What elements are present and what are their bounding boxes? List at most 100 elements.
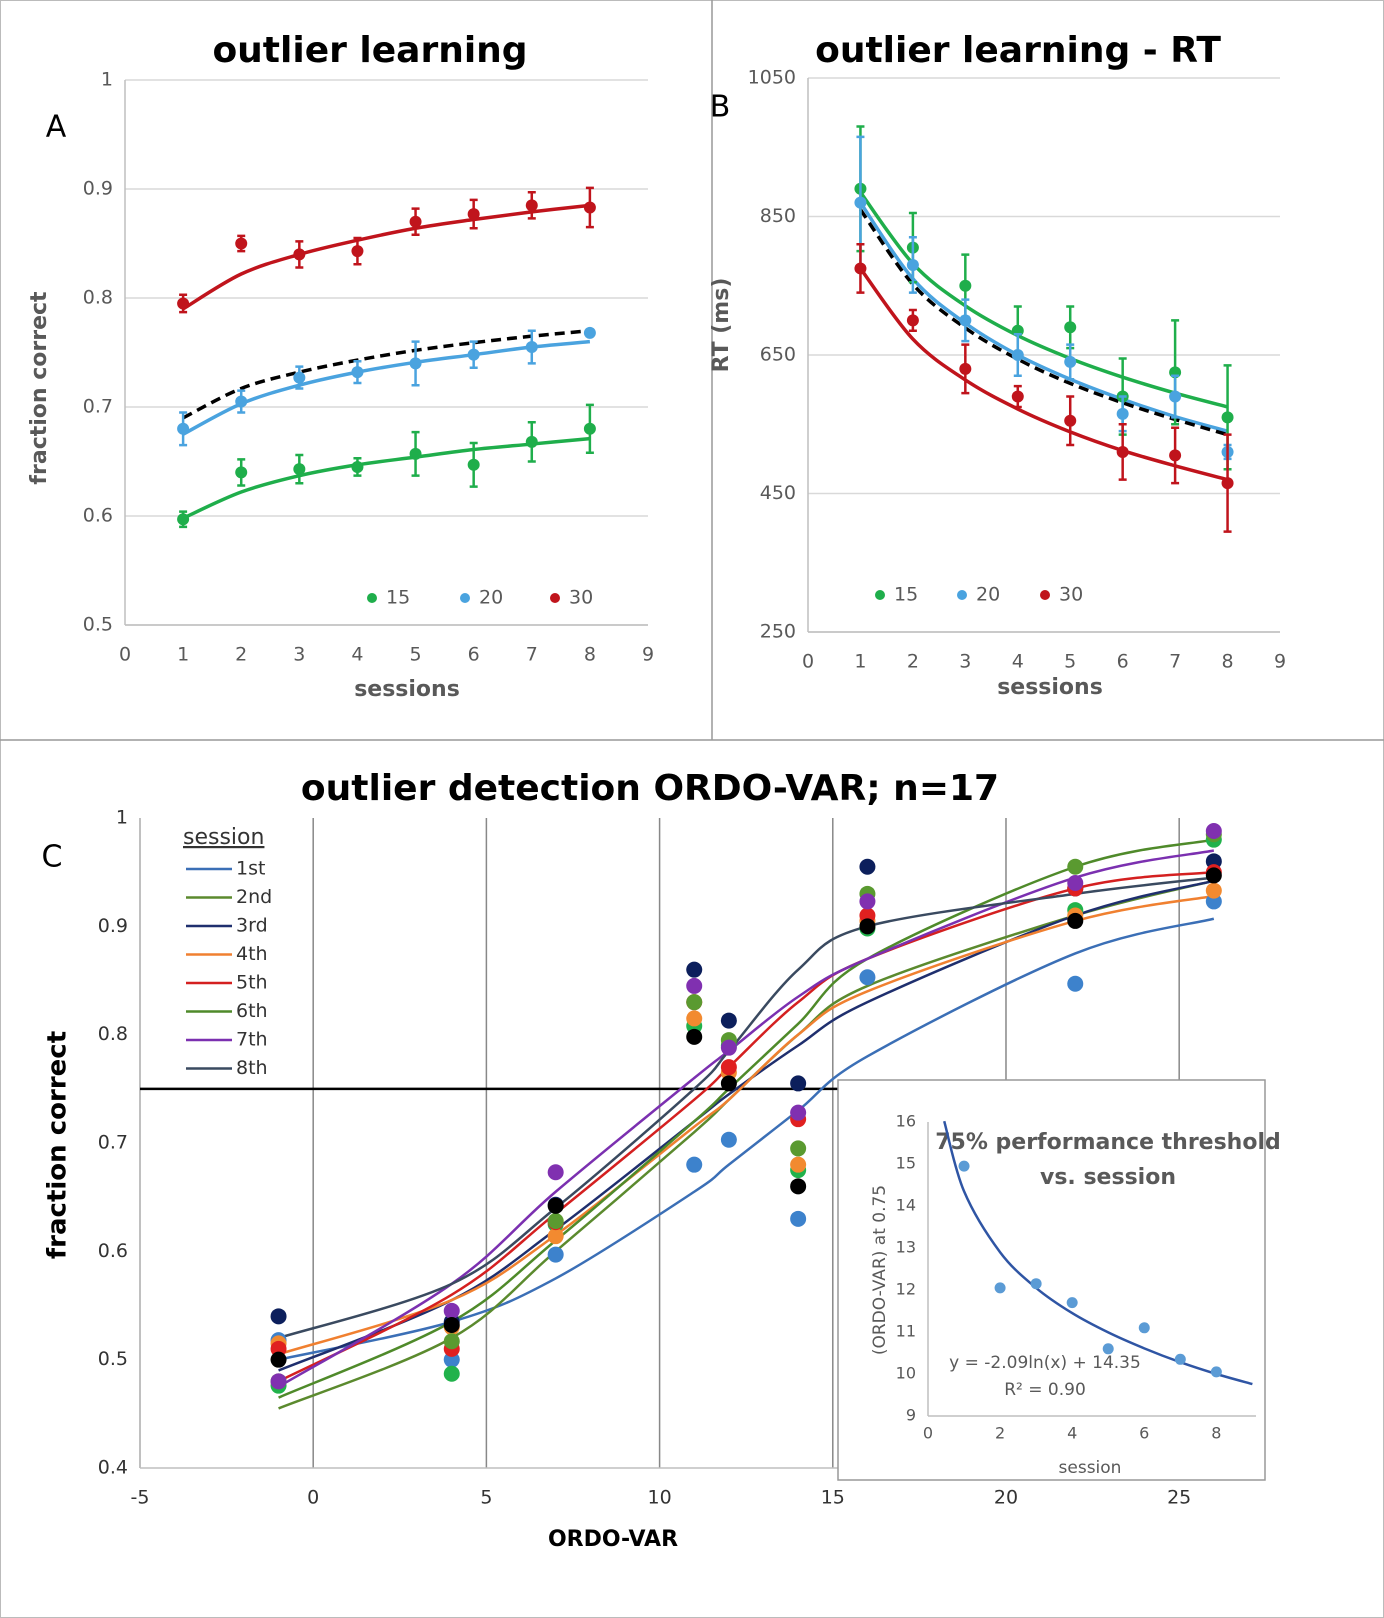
annotation: R² = 0.90 [1004, 1380, 1086, 1400]
data-point [790, 1210, 807, 1227]
data-point [1138, 1322, 1150, 1334]
y-tick-label: 0.8 [83, 287, 113, 309]
y-tick-label: 0.5 [83, 614, 113, 636]
data-point [994, 1282, 1006, 1294]
data-point [686, 961, 703, 978]
legend-label: 7th [236, 1029, 268, 1051]
data-point [1030, 1278, 1042, 1290]
chart-title: outlier learning [212, 30, 527, 71]
x-tick-label: 2 [907, 651, 919, 673]
inset-title: vs. session [1040, 1165, 1176, 1190]
data-point [351, 366, 364, 379]
data-point [958, 1160, 970, 1172]
fit-line [277, 849, 1215, 1388]
data-point [177, 297, 190, 310]
data-point [1205, 882, 1222, 899]
x-tick-label: 9 [642, 644, 654, 666]
data-point [1064, 414, 1077, 427]
x-tick-label: 8 [584, 644, 596, 666]
y-tick-label: 1 [101, 69, 113, 91]
data-point [906, 258, 919, 271]
data-point [790, 1156, 807, 1173]
data-point [1067, 875, 1084, 891]
data-point [443, 1365, 460, 1382]
x-tick-label: 0 [802, 651, 814, 673]
y-tick-label: 0.7 [98, 1132, 128, 1154]
data-point [720, 1075, 737, 1092]
legend-label: 4th [236, 943, 268, 965]
panel-label: B [710, 90, 731, 125]
legend-label: 1st [236, 858, 265, 880]
data-point [1066, 1297, 1078, 1309]
x-tick-label: 3 [293, 644, 305, 666]
panel-label: A [46, 110, 67, 145]
data-point [1221, 477, 1234, 490]
inset-title: 75% performance threshold [935, 1130, 1281, 1155]
data-point [177, 513, 190, 526]
data-point [293, 248, 306, 261]
data-point [959, 314, 972, 327]
x-tick-label: 15 [821, 1487, 845, 1509]
fit-line [278, 879, 1215, 1372]
x-tick-label: 5 [480, 1487, 492, 1509]
x-tick-label: -5 [131, 1487, 150, 1509]
x-tick-label: 4 [351, 644, 363, 666]
data-point [1064, 355, 1077, 368]
x-axis-label: ORDO-VAR [548, 1527, 678, 1552]
inset-box [837, 1079, 1266, 1481]
x-axis-label: session [1059, 1458, 1122, 1478]
x-tick-label: 4 [1012, 651, 1024, 673]
data-point [235, 466, 248, 479]
data-point [859, 858, 876, 875]
x-tick-label: 0 [119, 644, 131, 666]
chart-title: outlier detection ORDO-VAR; n=17 [301, 768, 999, 809]
data-point [270, 1308, 287, 1325]
x-tick-label: 2 [235, 644, 247, 666]
data-point [235, 395, 248, 408]
data-point [525, 435, 538, 448]
data-point [859, 918, 876, 935]
y-tick-label: 1 [116, 807, 128, 829]
legend-marker [875, 590, 885, 600]
legend-marker [1040, 590, 1050, 600]
x-tick-label: 8 [1222, 651, 1234, 673]
legend-label: 5th [236, 972, 268, 994]
legend-label: 8th [236, 1057, 268, 1079]
x-tick-label: 6 [1117, 651, 1129, 673]
data-point [859, 969, 876, 986]
data-point [1210, 1366, 1222, 1378]
data-point [959, 362, 972, 375]
data-point [854, 196, 867, 209]
x-tick-label: 1 [177, 644, 189, 666]
legend-label: 6th [236, 1000, 268, 1022]
data-point [859, 893, 876, 910]
legend-marker [460, 593, 470, 603]
y-tick-label: 0.6 [98, 1240, 128, 1262]
data-point [1011, 349, 1024, 361]
legend-label: 15 [386, 587, 410, 609]
data-point [351, 245, 364, 258]
data-point [1067, 858, 1084, 875]
y-tick-label: 850 [760, 205, 796, 227]
data-point [790, 1140, 807, 1157]
data-point [686, 977, 703, 994]
data-point [547, 1228, 564, 1245]
data-point [686, 1010, 703, 1027]
data-point [443, 1333, 460, 1350]
y-tick-label: 11 [896, 1322, 916, 1341]
y-tick-label: 15 [896, 1154, 916, 1173]
data-point [293, 371, 306, 384]
x-tick-label: 7 [1169, 651, 1181, 673]
data-point [686, 994, 703, 1011]
x-tick-label: 8 [1211, 1424, 1221, 1443]
y-axis-label: fraction correct [27, 291, 52, 485]
data-point [547, 1246, 564, 1263]
y-tick-label: 0.7 [83, 396, 113, 418]
legend-label: 2nd [236, 886, 272, 908]
y-tick-label: 10 [896, 1364, 916, 1383]
x-axis-label: sessions [997, 675, 1103, 700]
data-point [547, 1164, 564, 1181]
data-point [1169, 449, 1182, 462]
x-tick-label: 6 [468, 644, 480, 666]
